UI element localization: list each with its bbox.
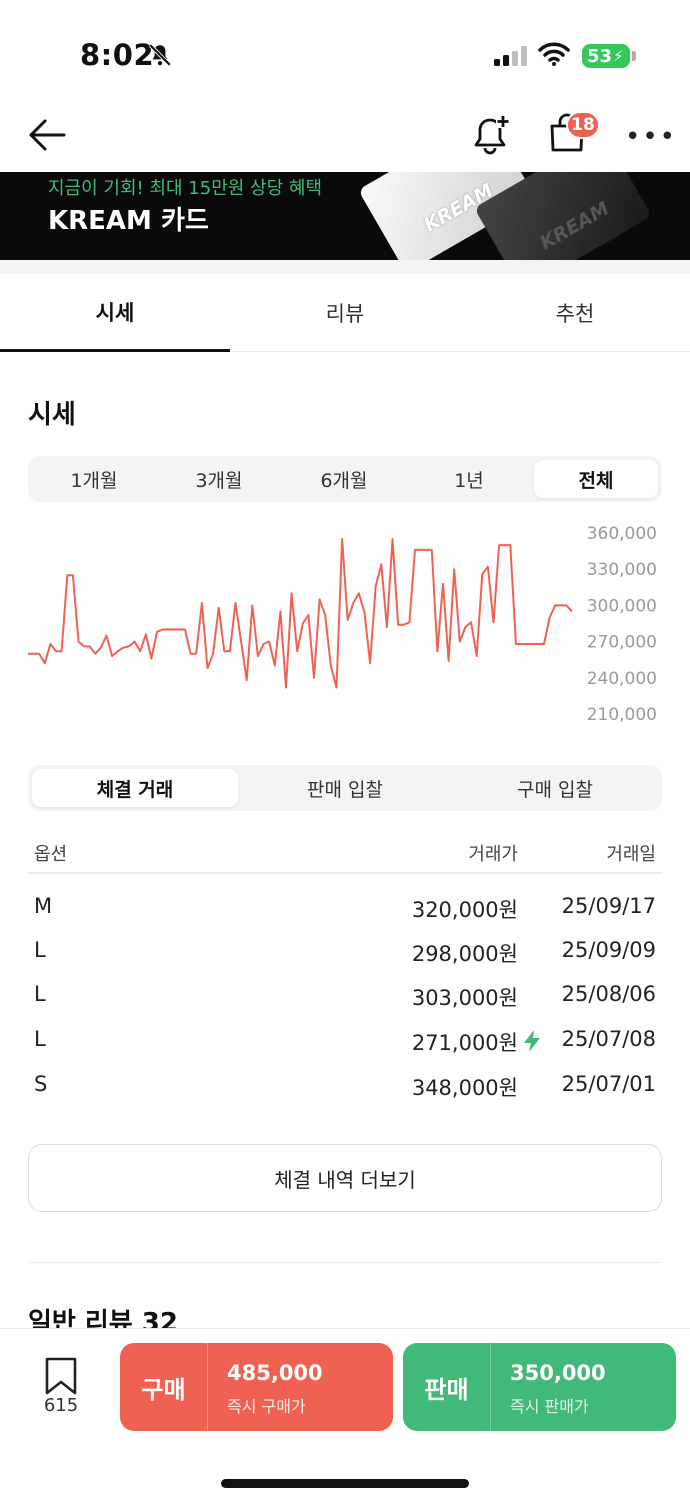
- y-tick-label: 360,000: [587, 524, 657, 544]
- banner-title: KREAM 카드: [48, 206, 209, 236]
- header-price: 거래가: [468, 844, 518, 865]
- sell-price: 350,000: [510, 1361, 606, 1385]
- section-gap: [0, 260, 690, 274]
- cart-count-badge: 18: [566, 111, 600, 139]
- y-tick-label: 240,000: [587, 669, 657, 689]
- more-options-icon[interactable]: •••: [625, 122, 678, 152]
- view-more-trades-button[interactable]: 체결 내역 더보기: [28, 1144, 662, 1212]
- period-6-months[interactable]: 6개월: [320, 469, 368, 492]
- divider: [28, 1262, 662, 1263]
- table-row: L 298,000원 25/09/09: [28, 932, 662, 976]
- row-date: 25/07/08: [561, 1027, 656, 1051]
- buy-sub: 즉시 구매가: [227, 1397, 306, 1416]
- top-nav: 18 •••: [0, 100, 690, 172]
- buy-label: 구매: [120, 1343, 208, 1431]
- tab-price[interactable]: 시세: [0, 274, 230, 352]
- sell-label: 판매: [403, 1343, 491, 1431]
- tab-review[interactable]: 리뷰: [325, 302, 365, 326]
- banner-subtitle: 지금이 기회! 최대 15만원 상당 혜택: [48, 178, 323, 199]
- battery-level: 53: [587, 45, 613, 67]
- y-tick-label: 330,000: [587, 560, 657, 580]
- section-title: 시세: [28, 400, 76, 430]
- row-price: 348,000원: [411, 1076, 518, 1100]
- cellular-signal-icon: [494, 46, 528, 70]
- row-option: L: [34, 938, 46, 962]
- tab-recommend[interactable]: 추천: [555, 302, 595, 326]
- status-bar: 8:02 53 ⚡: [0, 0, 690, 100]
- row-price: 303,000원: [411, 986, 518, 1010]
- battery-tip: [632, 51, 636, 61]
- battery-indicator: 53 ⚡: [582, 44, 630, 68]
- row-option: L: [34, 1027, 46, 1051]
- row-date: 25/07/01: [561, 1072, 656, 1096]
- y-tick-label: 210,000: [587, 705, 657, 725]
- row-price: 320,000원: [411, 898, 518, 922]
- price-series-line: [28, 538, 573, 689]
- header-date: 거래일: [606, 844, 656, 865]
- trade-tab-buy-bids[interactable]: 구매 입찰: [517, 778, 593, 801]
- table-row: M 320,000원 25/09/17: [28, 888, 662, 932]
- content-tabs: 시세 리뷰 추천: [0, 274, 690, 352]
- row-option: M: [34, 894, 53, 918]
- sell-sub: 즉시 판매가: [510, 1397, 589, 1416]
- bookmark-count: 615: [43, 1395, 79, 1416]
- row-price: 298,000원: [411, 942, 518, 966]
- y-tick-label: 270,000: [587, 633, 657, 653]
- table-row: S 348,000원 25/07/01: [28, 1066, 662, 1110]
- row-price: 271,000원: [411, 1031, 518, 1055]
- period-all[interactable]: 전체: [534, 460, 658, 498]
- row-date: 25/09/17: [561, 894, 656, 918]
- status-time: 8:02: [80, 38, 155, 72]
- period-1-month[interactable]: 1개월: [70, 469, 118, 492]
- buy-button[interactable]: 구매 485,000 즉시 구매가: [120, 1343, 393, 1431]
- period-selector: 1개월 3개월 6개월 1년 전체: [28, 456, 662, 502]
- bookmark-icon[interactable]: [44, 1357, 78, 1399]
- back-arrow-icon[interactable]: [26, 114, 68, 160]
- trade-tab-sell-bids[interactable]: 판매 입찰: [307, 778, 383, 801]
- row-option: S: [34, 1072, 48, 1096]
- period-3-months[interactable]: 3개월: [195, 469, 243, 492]
- price-chart[interactable]: 360,000 330,000 300,000 270,000 240,000 210,0…: [0, 515, 690, 735]
- table-row: L 303,000원 25/08/06: [28, 976, 662, 1020]
- row-date: 25/08/06: [561, 982, 656, 1006]
- buy-price: 485,000: [227, 1361, 323, 1385]
- sell-button[interactable]: 판매 350,000 즉시 판매가: [403, 1343, 676, 1431]
- black-card-logo: KREAM: [536, 197, 613, 255]
- home-indicator: [221, 1479, 469, 1488]
- bell-off-icon: [147, 42, 173, 72]
- kream-card-banner[interactable]: 지금이 기회! 최대 15만원 상당 혜택 KREAM 카드 KREAM KRE…: [0, 172, 690, 260]
- bottom-action-bar: 615 구매 485,000 즉시 구매가 판매 350,000 즉시 판매가: [0, 1328, 690, 1500]
- row-date: 25/09/09: [561, 938, 656, 962]
- table-row: L 271,000원 25/07/08: [28, 1021, 662, 1065]
- lightning-icon: [523, 1030, 541, 1057]
- y-tick-label: 300,000: [587, 596, 657, 616]
- trade-table-header: 옵션 거래가 거래일: [28, 836, 662, 874]
- header-option: 옵션: [34, 844, 68, 865]
- period-1-year[interactable]: 1년: [454, 469, 484, 492]
- trade-type-selector: 체결 거래 판매 입찰 구매 입찰: [28, 765, 662, 811]
- wifi-icon: [538, 42, 570, 70]
- row-option: L: [34, 982, 46, 1006]
- notification-add-icon[interactable]: [470, 112, 512, 160]
- trade-tab-completed[interactable]: 체결 거래: [32, 769, 238, 807]
